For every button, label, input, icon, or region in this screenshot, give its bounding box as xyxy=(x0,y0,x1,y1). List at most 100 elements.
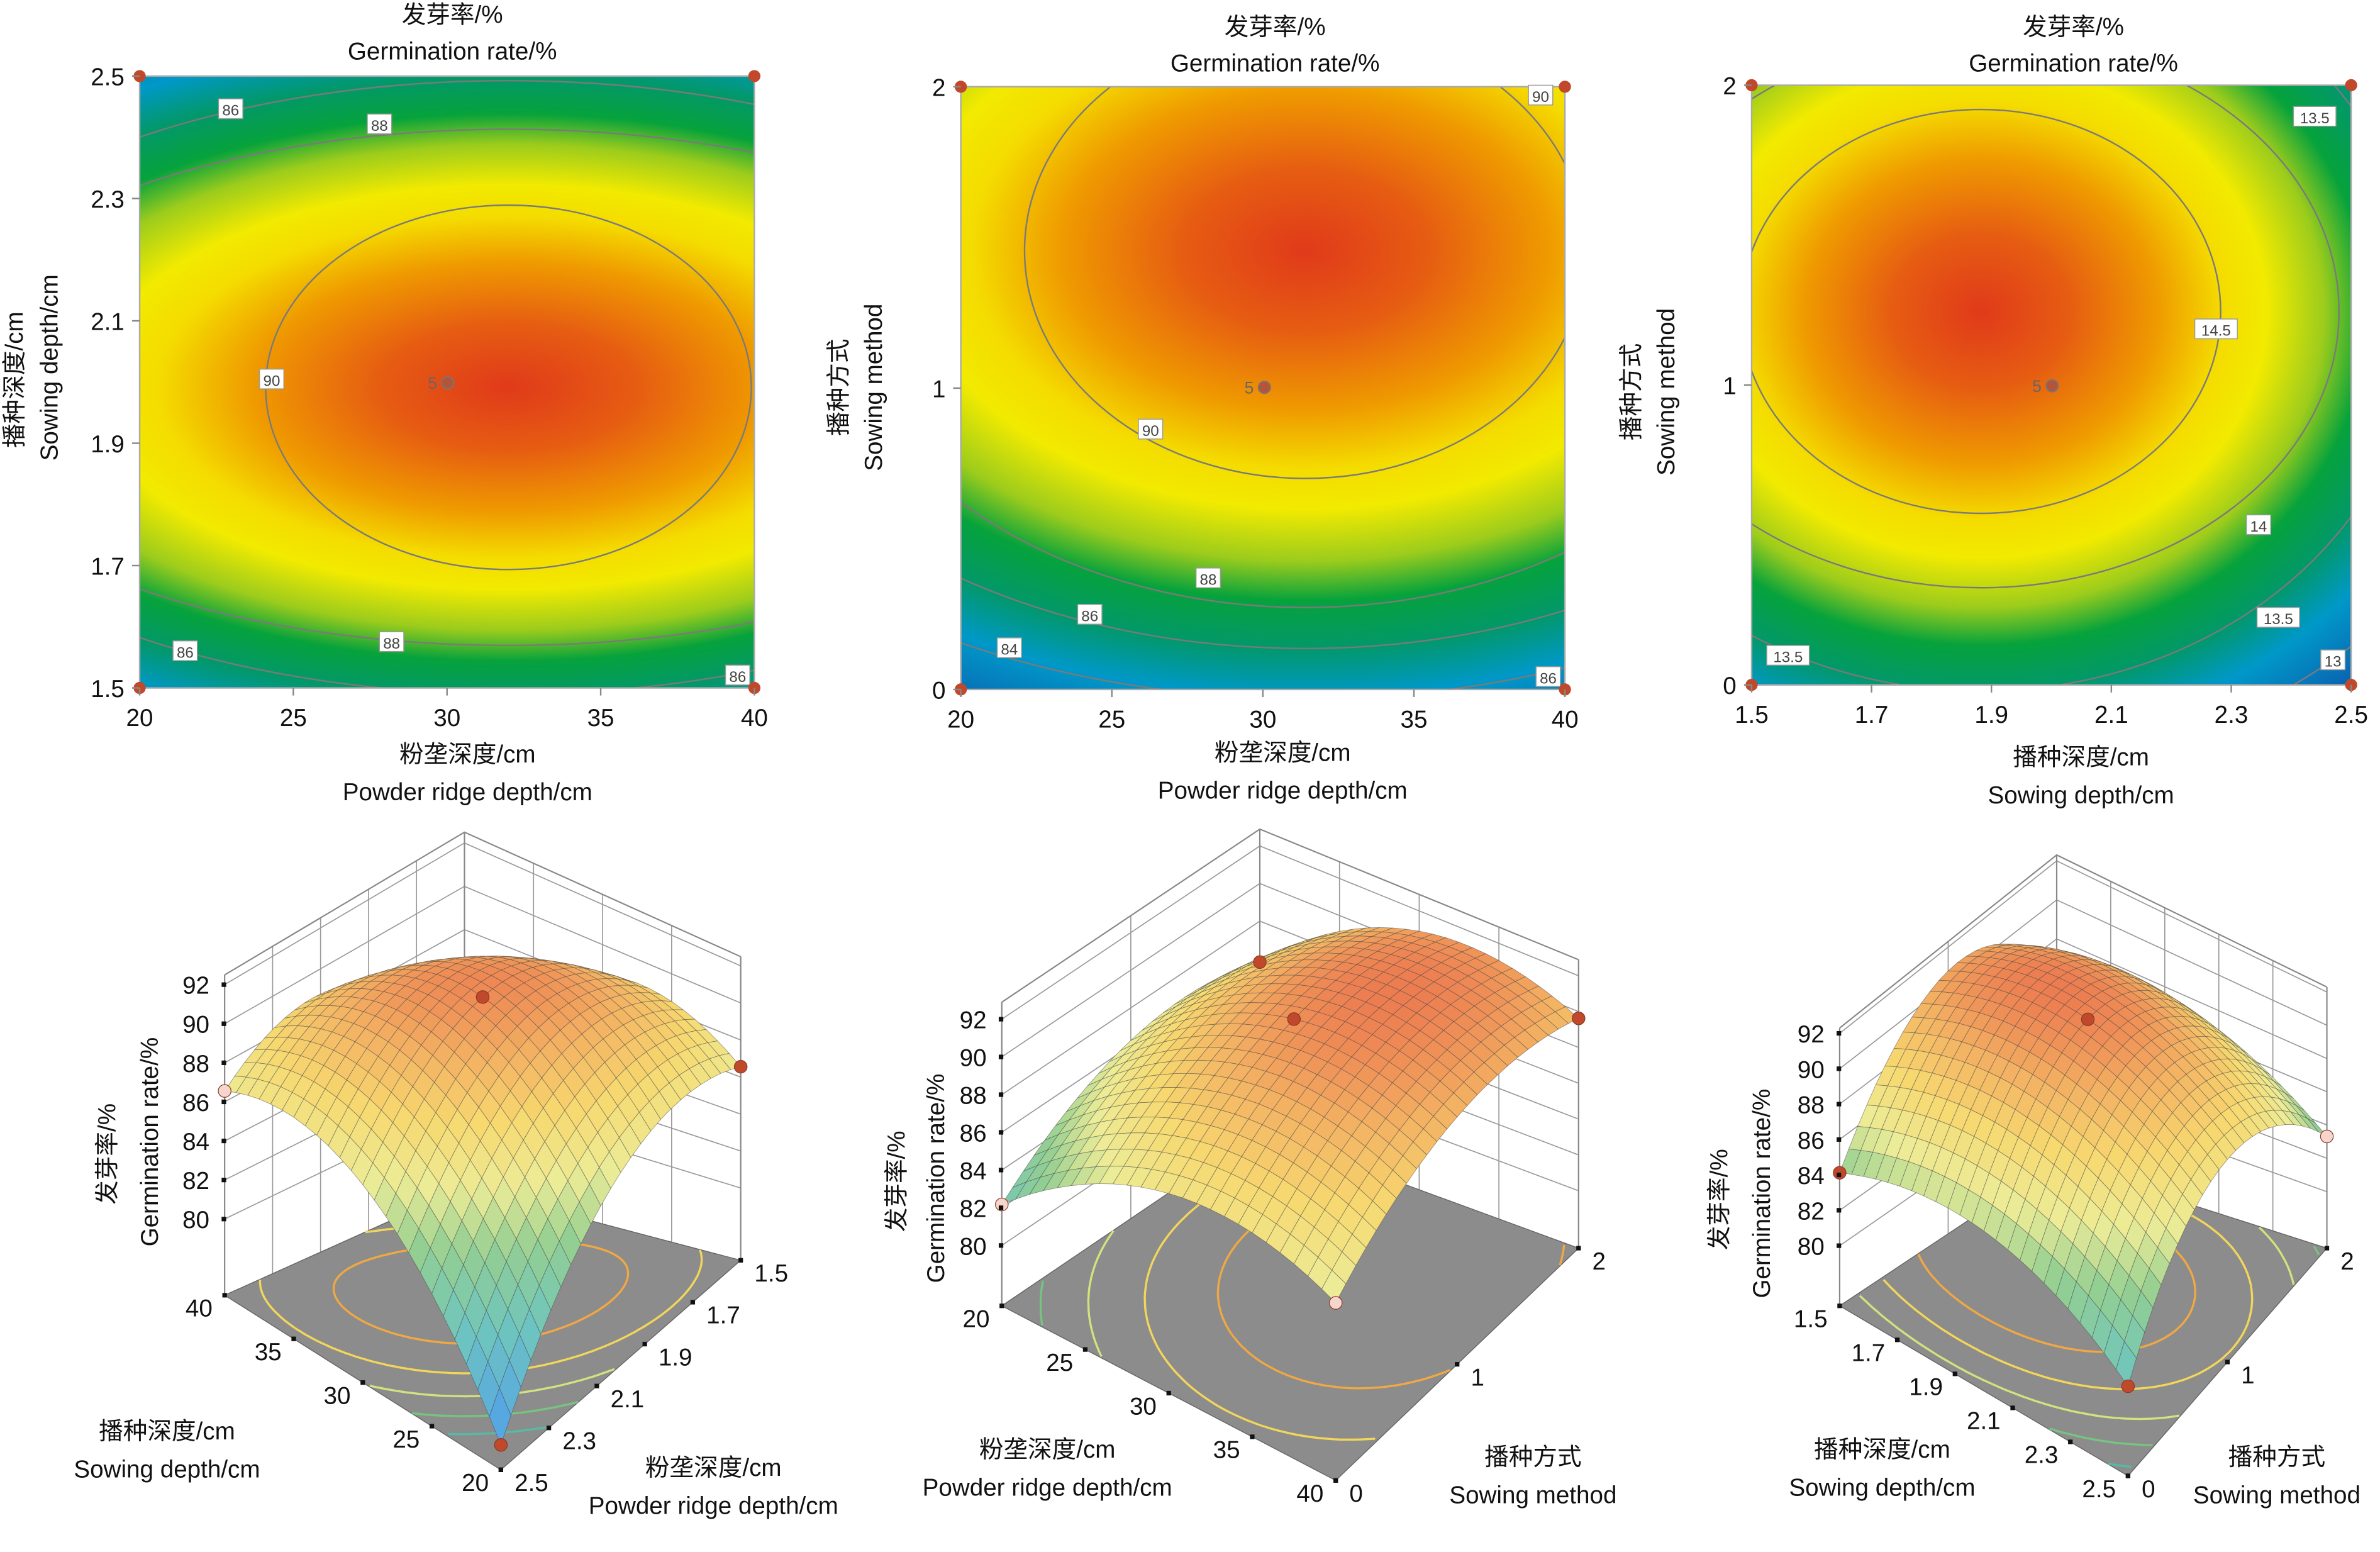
x-tick-label: 2.1 xyxy=(2094,701,2128,729)
right-axis-tick-mark xyxy=(2225,1359,2230,1365)
x-tick-label: 30 xyxy=(433,705,460,732)
design-point xyxy=(2081,1012,2095,1027)
design-point xyxy=(2121,1379,2135,1393)
left-axis-tick-label: 35 xyxy=(1213,1437,1240,1464)
x-tick-label: 30 xyxy=(1249,706,1276,733)
contour-plot-2: 发芽率/% Germination rate/% 粉垄深度/cm Powder … xyxy=(826,14,1579,805)
y-axis-label-cn: 播种深度/cm xyxy=(1,311,28,448)
contour-label-box xyxy=(2293,106,2337,127)
left-axis-label-cn: 播种深度/cm xyxy=(99,1418,235,1445)
contour-line xyxy=(140,128,755,647)
box-top-edge xyxy=(224,831,742,976)
design-point xyxy=(1253,955,1267,969)
design-point xyxy=(1572,1012,1586,1025)
left-axis-tick-mark xyxy=(360,1380,365,1385)
floor-contour-line xyxy=(1087,1230,1115,1358)
left-axis-tick-label: 1.7 xyxy=(1852,1340,1886,1367)
left-axis-tick-mark xyxy=(1250,1434,1255,1439)
floor-contour-line xyxy=(2313,1246,2320,1256)
z-tick-label: 88 xyxy=(1798,1092,1825,1119)
surface-plot-2: 80 82 84 86 88 90 92 20 25 30 35 40 0 1 2 发芽率/% Germinat… xyxy=(883,828,1616,1509)
right-axis-tick-label: 2.1 xyxy=(611,1386,645,1413)
right-axis-tick-mark xyxy=(1455,1362,1460,1367)
contour-label-box xyxy=(2194,318,2238,340)
z-axis-label-cn: 发芽率/% xyxy=(1706,1149,1733,1250)
contour-line xyxy=(960,501,1565,608)
contour-label: 86 xyxy=(1081,608,1098,625)
left-axis-tick-mark xyxy=(1894,1337,1900,1343)
x-tick-label: 35 xyxy=(1400,706,1427,733)
contour-line xyxy=(960,577,1565,649)
y-tick-label: 2.1 xyxy=(91,308,125,335)
chart-title-cn: 发芽率/% xyxy=(2023,14,2124,41)
contour-line xyxy=(1023,86,1565,479)
contour-line xyxy=(140,80,755,688)
left-axis-tick-mark xyxy=(1952,1371,1957,1376)
surface-plot-3: 80 82 84 86 88 90 92 1.5 1.7 1.9 2.1 2.3 2.5 0 1 2 发芽率/%… xyxy=(1706,854,2361,1509)
contour-label: 88 xyxy=(383,635,400,652)
z-tick-mark xyxy=(1837,1102,1842,1107)
y-tick-label: 0 xyxy=(1723,673,1736,700)
left-axis-tick-mark xyxy=(1837,1304,1842,1309)
floor-contour-line xyxy=(2107,1463,2132,1468)
center-point xyxy=(441,376,455,390)
contour-label-box xyxy=(1077,604,1103,625)
contour-label: 13.5 xyxy=(2300,110,2330,127)
contour-label: 86 xyxy=(729,669,746,686)
contour-label: 88 xyxy=(1200,571,1217,588)
floor-contour-line xyxy=(1559,1244,1565,1266)
center-point xyxy=(1257,381,1271,394)
x-axis-label-cn: 播种深度/cm xyxy=(2013,744,2149,771)
surface-patch xyxy=(489,1387,511,1446)
design-point xyxy=(1287,1012,1301,1026)
chart-title-en: Germination rate/% xyxy=(1171,50,1380,77)
left-axis-tick-label: 40 xyxy=(1296,1480,1323,1507)
y-tick-label: 0 xyxy=(932,677,945,704)
z-axis-label-cn: 发芽率/% xyxy=(94,1103,121,1205)
z-tick-label: 86 xyxy=(182,1090,209,1117)
right-axis-tick-mark xyxy=(1333,1478,1338,1483)
floor-contour-line xyxy=(1039,1280,1044,1326)
design-point xyxy=(494,1438,508,1452)
y-tick-label: 1 xyxy=(1723,373,1736,400)
left-axis-tick-mark xyxy=(222,1293,227,1298)
z-tick-label: 84 xyxy=(182,1129,209,1156)
y-tick-label: 1.9 xyxy=(91,431,125,458)
contour-label: 13.5 xyxy=(1773,649,1803,666)
x-tick-label: 20 xyxy=(126,705,153,732)
z-tick-mark xyxy=(221,1138,226,1144)
chart-title-en: Germination rate/% xyxy=(348,38,557,65)
x-axis-label-cn: 粉垄深度/cm xyxy=(399,741,536,768)
right-axis-tick-mark xyxy=(2125,1473,2131,1478)
z-tick-mark xyxy=(1837,1030,1842,1036)
contour-label: 13 xyxy=(2325,654,2342,671)
center-point xyxy=(2045,379,2059,393)
center-point-count: 5 xyxy=(1245,378,1254,397)
z-tick-mark xyxy=(1837,1137,1842,1142)
surface-patch xyxy=(1321,1270,1347,1304)
z-tick-mark xyxy=(221,1060,226,1065)
z-tick-label: 80 xyxy=(182,1207,209,1234)
left-axis-tick-label: 2.5 xyxy=(2082,1476,2116,1503)
left-axis-tick-label: 35 xyxy=(255,1339,282,1366)
contour-label: 84 xyxy=(1001,641,1018,658)
z-tick-mark xyxy=(221,1178,226,1183)
y-axis-label-cn: 播种方式 xyxy=(826,338,853,435)
contour-label: 90 xyxy=(1142,423,1159,440)
left-axis-tick-label: 1.9 xyxy=(1909,1374,1943,1401)
contour-label: 86 xyxy=(1540,670,1557,687)
design-point xyxy=(1559,81,1571,93)
z-tick-mark xyxy=(998,1130,1004,1135)
contour-line xyxy=(1751,108,2222,515)
z-tick-mark xyxy=(1837,1243,1842,1248)
z-tick-label: 90 xyxy=(1798,1056,1825,1083)
left-axis-tick-label: 25 xyxy=(1046,1349,1073,1376)
surface-mesh xyxy=(1839,944,2327,1387)
right-axis-tick-label: 1.5 xyxy=(754,1260,788,1287)
right-axis-tick-label: 2.5 xyxy=(514,1470,548,1497)
contour-label-box xyxy=(172,640,198,661)
z-tick-label: 82 xyxy=(182,1168,209,1195)
right-axis-tick-mark xyxy=(642,1341,647,1347)
left-axis-label-en: Sowing depth/cm xyxy=(74,1456,260,1483)
